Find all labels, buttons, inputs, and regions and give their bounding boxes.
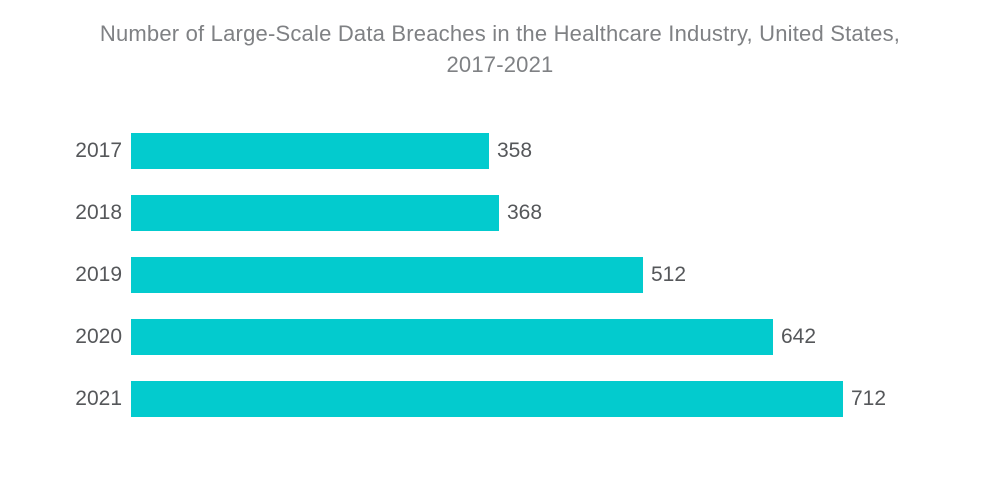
category-label: 2020 (75, 325, 122, 348)
value-label: 512 (651, 263, 687, 286)
category-label: 2017 (75, 139, 122, 162)
bar-2020 (131, 319, 773, 355)
bar-2018 (131, 195, 499, 231)
chart-title-line2: 2017-2021 (446, 52, 554, 77)
bar-2017 (131, 133, 489, 169)
chart-row-2017: 2017 358 (0, 133, 886, 169)
value-label: 358 (497, 139, 533, 162)
chart-row-2021: 2021 712 (0, 381, 886, 417)
category-label: 2018 (75, 201, 122, 224)
chart-title: Number of Large-Scale Data Breaches in t… (20, 18, 980, 80)
chart-title-line1: Number of Large-Scale Data Breaches in t… (99, 21, 901, 46)
value-label: 642 (781, 325, 817, 348)
bar-chart-plot-area: 2017 358 2018 368 2019 512 2020 642 2021 712 (0, 133, 886, 443)
category-label: 2021 (75, 387, 122, 410)
chart-row-2018: 2018 368 (0, 195, 886, 231)
chart-row-2019: 2019 512 (0, 257, 886, 293)
bar-2021 (131, 381, 843, 417)
chart-row-2020: 2020 642 (0, 319, 886, 355)
value-label: 712 (851, 387, 887, 410)
category-label: 2019 (75, 263, 122, 286)
bar-2019 (131, 257, 643, 293)
value-label: 368 (507, 201, 543, 224)
